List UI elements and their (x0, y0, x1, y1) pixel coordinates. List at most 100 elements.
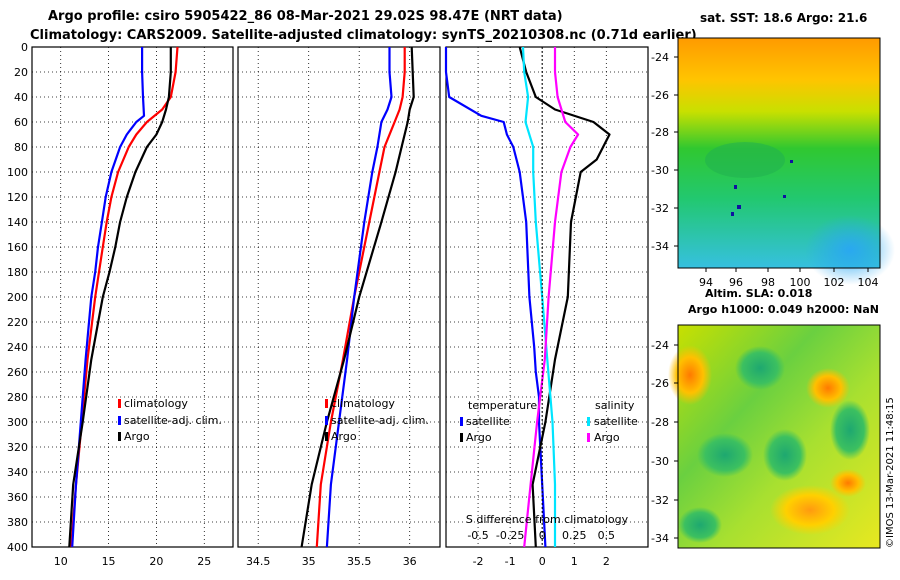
legend-swatch (118, 432, 121, 441)
sla-high-anomaly (668, 345, 712, 405)
sst-y-tick-label: -24 (651, 51, 669, 64)
panel-frame (445, 46, 649, 548)
sst-cloud-pixel (790, 160, 793, 163)
series-line-climatology (315, 47, 406, 548)
series-line-climatology (70, 46, 179, 548)
depth-tick-label: 20 (14, 66, 28, 79)
legend-label: Argo (466, 431, 492, 444)
sla-y-tick-label: -30 (651, 455, 669, 468)
sla-map-frame (677, 324, 881, 549)
sla-high-anomaly (830, 469, 866, 497)
sla-y-tick-label: -32 (651, 494, 669, 507)
depth-tick-label: 400 (7, 541, 28, 554)
depth-tick-label: 240 (7, 341, 28, 354)
legend-swatch (325, 432, 328, 441)
difference-panel: -2 -1 0 1 2 temperature satellite Argo salinity s… (444, 46, 649, 568)
legend-swatch (587, 433, 590, 442)
legend-label: Argo (594, 431, 620, 444)
sla-low-anomaly (830, 400, 870, 460)
sla-low-anomaly (763, 429, 807, 481)
secondary-tick-label: -0.5 (467, 529, 488, 542)
legend-label: Argo (331, 430, 357, 443)
sla-low-anomaly (735, 346, 785, 390)
depth-tick-label: 140 (7, 216, 28, 229)
sst-cloud-pixel (731, 212, 734, 216)
depth-tick-label: 220 (7, 316, 28, 329)
sla-map: -24 -26 -28 -30 -32 -34 (651, 324, 881, 549)
depth-tick-label: 320 (7, 441, 28, 454)
legend-swatch (118, 399, 121, 408)
sla-high-anomaly (770, 485, 850, 535)
x-tick-label: 35.5 (347, 555, 372, 568)
sla-y-tick-label: -26 (651, 377, 669, 390)
secondary-tick-label: -0.25 (496, 529, 524, 542)
legend-swatch (460, 433, 463, 442)
x-tick-label: -2 (473, 555, 484, 568)
sst-map-title: sat. SST: 18.6 Argo: 21.6 (700, 11, 867, 25)
x-tick-label: 15 (102, 555, 116, 568)
depth-tick-label: 0 (21, 41, 28, 54)
panel-frame (31, 46, 234, 548)
legend-title-temperature: temperature (468, 399, 537, 412)
legend-swatch (325, 416, 328, 425)
series-line-satellite-adj-clim- (325, 47, 393, 548)
sla-low-anomaly (678, 507, 722, 543)
sst-cloud-pixel (783, 195, 786, 198)
depth-tick-label: 180 (7, 266, 28, 279)
x-tick-label: 2 (603, 555, 610, 568)
series-line-salinity-satellite (521, 46, 557, 547)
sst-x-tick-label: 104 (858, 276, 879, 289)
sla-low-anomaly (697, 433, 753, 477)
legend-title-salinity: salinity (595, 399, 635, 412)
sst-map-ticks: -24 -26 -28 -30 -32 -34 94 96 98 100 102 104 (651, 51, 878, 289)
sst-cloud-pixel (737, 205, 741, 209)
secondary-tick-label: 0.5 (598, 529, 616, 542)
sst-x-tick-label: 96 (729, 276, 743, 289)
x-tick-label: 0 (539, 555, 546, 568)
sst-y-tick-label: -32 (651, 202, 669, 215)
sst-y-tick-label: -28 (651, 126, 669, 139)
sst-map-frame (677, 37, 881, 269)
series-line-temperature-argo (518, 46, 611, 548)
depth-tick-label: 60 (14, 116, 28, 129)
depth-tick-label: 80 (14, 141, 28, 154)
sst-x-tick-label: 94 (699, 276, 713, 289)
legend-label: satellite-adj. clim. (331, 414, 429, 427)
legend-swatch (460, 417, 463, 426)
x-tick-label: 1 (571, 555, 578, 568)
figure-title-line2: Climatology: CARS2009. Satellite-adjuste… (30, 28, 697, 43)
legend-label: climatology (331, 397, 395, 410)
sla-y-tick-label: -34 (651, 532, 669, 545)
depth-tick-label: 100 (7, 166, 28, 179)
sst-x-tick-label: 102 (824, 276, 845, 289)
legend-label: climatology (124, 397, 188, 410)
salinity-profile-panel: 34.5 35 35.5 36 climatology satellite-adj. cl… (237, 46, 441, 568)
sst-x-tick-label: 98 (761, 276, 775, 289)
sst-x-tick-label: 100 (790, 276, 811, 289)
depth-tick-label: 340 (7, 466, 28, 479)
legend-swatch (118, 416, 121, 425)
secondary-tick-label: 0.25 (562, 529, 587, 542)
depth-tick-label: 120 (7, 191, 28, 204)
sla-map-title-line1: Altim. SLA: 0.018 (705, 287, 812, 300)
depth-tick-label: 380 (7, 516, 28, 529)
sla-map-ticks: -24 -26 -28 -30 -32 -34 (651, 339, 678, 545)
sst-cloud-pixel (734, 185, 737, 189)
series-line-argo (68, 47, 172, 548)
depth-tick-label: 160 (7, 241, 28, 254)
panel-frame (237, 46, 441, 548)
x-tick-label: 34.5 (246, 555, 271, 568)
sla-high-anomaly (806, 368, 850, 408)
depth-tick-label: 360 (7, 491, 28, 504)
x-tick-label: 10 (54, 555, 68, 568)
x-tick-label: -1 (505, 555, 516, 568)
imos-credit: ©IMOS 13-Mar-2021 11:48:15 (885, 397, 896, 548)
x-tick-label: 25 (197, 555, 211, 568)
secondary-axis-title: S difference from climatology (466, 513, 629, 526)
sst-map: -24 -26 -28 -30 -32 -34 94 96 98 100 102 104 (651, 37, 895, 289)
sla-y-tick-label: -28 (651, 416, 669, 429)
sst-cool-region (805, 215, 895, 285)
legend-label: satellite (594, 415, 638, 428)
depth-tick-label: 200 (7, 291, 28, 304)
